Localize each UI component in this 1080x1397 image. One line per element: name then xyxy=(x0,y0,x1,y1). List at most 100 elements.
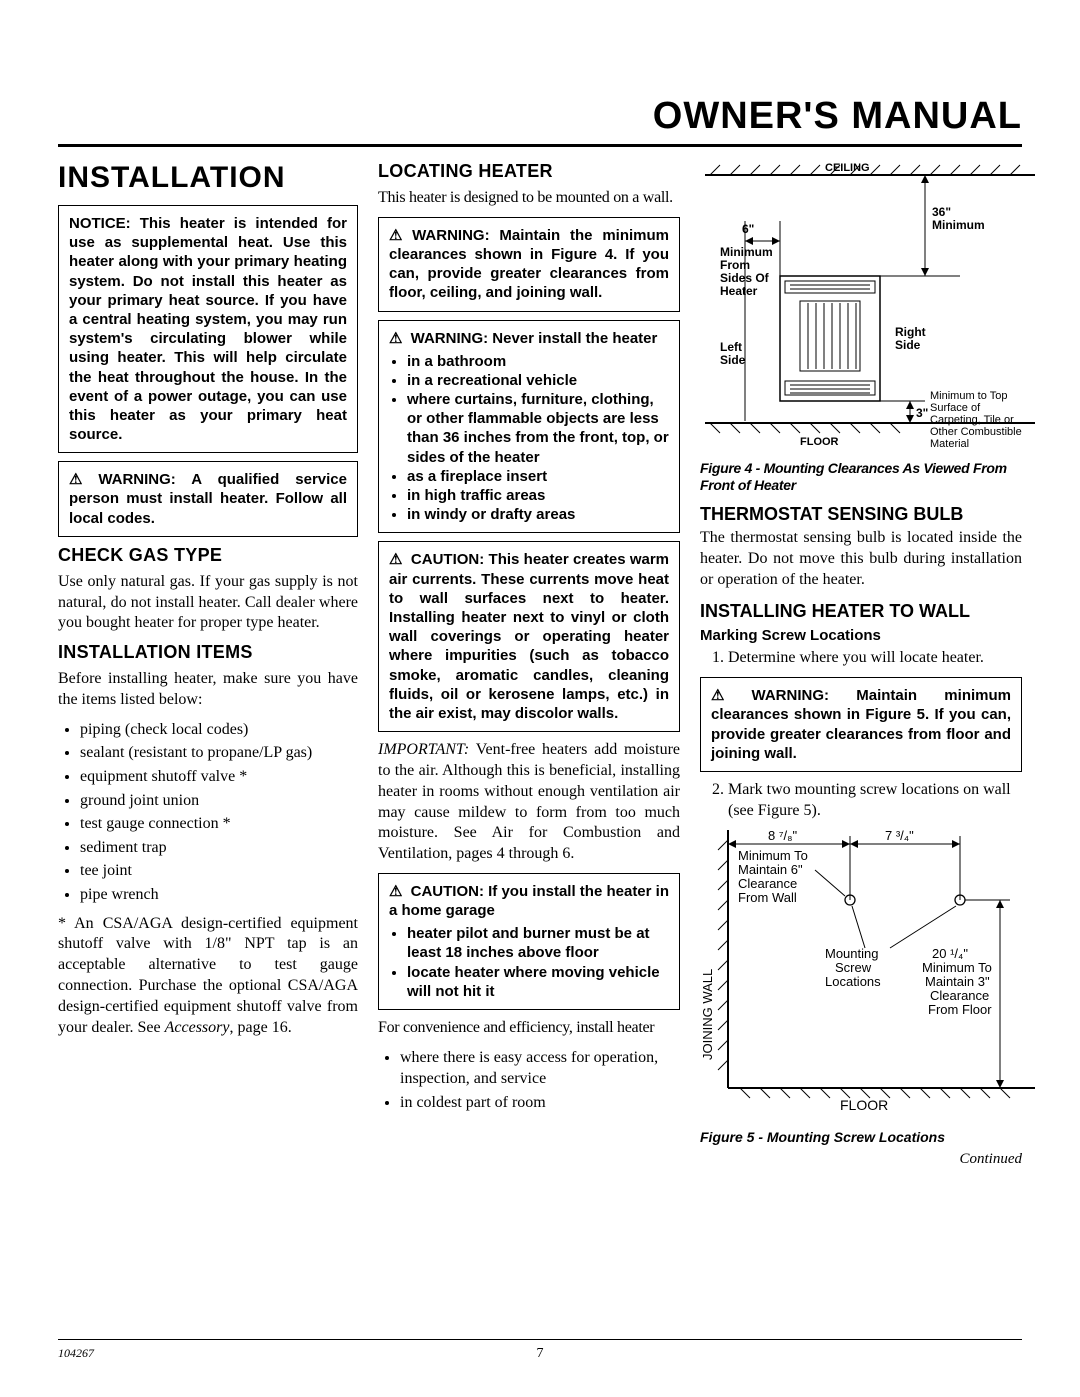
subhead-check-gas: CHECK GAS TYPE xyxy=(58,545,358,566)
figure-5: JOINING WALL FLOOR 8 ⁷/₈" 7 ³/₄" xyxy=(700,830,1040,1120)
list-item: sealant (resistant to propane/LP gas) xyxy=(80,742,358,764)
list-item: in windy or drafty areas xyxy=(407,505,669,524)
svg-text:Screw: Screw xyxy=(835,960,872,975)
list-item: pipe wrench xyxy=(80,884,358,906)
svg-text:CEILING: CEILING xyxy=(825,162,870,174)
caution-garage: ⚠ CAUTION: If you install the heater in … xyxy=(378,873,680,1010)
svg-text:Left: Left xyxy=(720,340,742,354)
convenience-list: where there is easy access for operation… xyxy=(378,1047,680,1114)
list-item: Mark two mounting screw locations on wal… xyxy=(728,780,1022,822)
svg-text:From Floor: From Floor xyxy=(928,1002,992,1017)
list-item: equipment shutoff valve * xyxy=(80,766,358,788)
warning-qualified: ⚠WARNING: A qualified service person mus… xyxy=(58,461,358,537)
svg-text:Minimum: Minimum xyxy=(932,218,985,232)
list-item: sediment trap xyxy=(80,837,358,859)
list-item: Determine where you will locate heater. xyxy=(728,648,1022,669)
svg-text:Other Combustible: Other Combustible xyxy=(930,426,1022,438)
install-items-list: piping (check local codes) sealant (resi… xyxy=(58,719,358,906)
figure-4-caption: Figure 4 - Mounting Clearances As Viewed… xyxy=(700,460,1022,494)
svg-text:Right: Right xyxy=(895,325,926,339)
list-item: in a bathroom xyxy=(407,352,669,371)
subhead-thermostat: THERMOSTAT SENSING BULB xyxy=(700,504,1022,525)
svg-text:Minimum To: Minimum To xyxy=(922,960,992,975)
list-item: in a recreational vehicle xyxy=(407,371,669,390)
list-item: where curtains, furniture, clothing, or … xyxy=(407,390,669,467)
subhead-install-items: INSTALLATION ITEMS xyxy=(58,642,358,663)
svg-text:Heater: Heater xyxy=(720,284,758,298)
list-item: tee joint xyxy=(80,860,358,882)
caution-text: CAUTION: This heater creates warm air cu… xyxy=(389,551,669,722)
install-footnote: * An CSA/AGA design-certified equipment … xyxy=(58,914,358,1039)
svg-text:Side: Side xyxy=(895,338,921,352)
svg-text:Minimum to Top: Minimum to Top xyxy=(930,390,1007,402)
svg-text:Clearance: Clearance xyxy=(738,876,797,891)
thermostat-body: The thermostat sensing bulb is located i… xyxy=(700,528,1022,590)
svg-text:From Wall: From Wall xyxy=(738,890,797,905)
svg-text:Carpeting, Tile or: Carpeting, Tile or xyxy=(930,414,1014,426)
list-item: ground joint union xyxy=(80,790,358,812)
list-item: where there is easy access for operation… xyxy=(400,1047,680,1090)
page-footer: 104267 7 xyxy=(58,1339,1022,1361)
svg-text:FLOOR: FLOOR xyxy=(840,1097,888,1113)
important-lead: IMPORTANT: xyxy=(378,741,469,758)
page-number: 7 xyxy=(537,1346,544,1362)
svg-text:Mounting: Mounting xyxy=(825,946,878,961)
svg-text:36": 36" xyxy=(932,205,951,219)
column-3: CEILING FLOOR xyxy=(700,161,1022,1168)
svg-text:Sides Of: Sides Of xyxy=(720,271,770,285)
warning-icon: ⚠ xyxy=(389,330,402,347)
warning-text: WARNING: A qualified service person must… xyxy=(69,471,347,526)
section-installation: INSTALLATION xyxy=(58,161,358,195)
list-item: locate heater where moving vehicle will … xyxy=(407,963,669,1001)
list-item: in high traffic areas xyxy=(407,486,669,505)
svg-text:6": 6" xyxy=(742,222,754,236)
svg-text:Maintain 3": Maintain 3" xyxy=(925,974,990,989)
continued-label: Continued xyxy=(700,1151,1022,1168)
convenience-intro: For convenience and efficiency, install … xyxy=(378,1018,680,1039)
check-gas-body: Use only natural gas. If your gas supply… xyxy=(58,572,358,634)
warning-icon: ⚠ xyxy=(69,471,94,488)
svg-text:Maintain 6": Maintain 6" xyxy=(738,862,803,877)
warning-text: WARNING: Maintain minimum clearances sho… xyxy=(711,687,1011,762)
svg-text:From: From xyxy=(720,258,750,272)
column-2: LOCATING HEATER This heater is designed … xyxy=(378,161,680,1168)
svg-text:3": 3" xyxy=(916,406,928,420)
install-items-intro: Before installing heater, make sure you … xyxy=(58,669,358,711)
notice-box: NOTICE: This heater is intended for use … xyxy=(58,205,358,453)
important-body: IMPORTANT: Vent-free heaters add moistur… xyxy=(378,740,680,865)
warning-fig5: ⚠WARNING: Maintain minimum clearances sh… xyxy=(700,677,1022,772)
svg-text:20 ¹/₄": 20 ¹/₄" xyxy=(932,946,968,961)
marking-ol-2: Mark two mounting screw locations on wal… xyxy=(700,780,1022,822)
caution-head: CAUTION: If you install the heater in a … xyxy=(389,883,669,919)
column-1: INSTALLATION NOTICE: This heater is inte… xyxy=(58,161,358,1168)
warning-never-install: ⚠ WARNING: Never install the heater in a… xyxy=(378,320,680,534)
list-item: in coldest part of room xyxy=(400,1092,680,1114)
subsub-marking: Marking Screw Locations xyxy=(700,627,1022,644)
svg-text:FLOOR: FLOOR xyxy=(800,436,839,448)
svg-text:7 ³/₄": 7 ³/₄" xyxy=(885,830,914,843)
svg-text:Side: Side xyxy=(720,353,746,367)
subhead-locating: LOCATING HEATER xyxy=(378,161,680,182)
marking-ol-1: Determine where you will locate heater. xyxy=(700,648,1022,669)
warning-head: WARNING: Never install the heater xyxy=(411,330,658,347)
caution-air-currents: ⚠ CAUTION: This heater creates warm air … xyxy=(378,541,680,732)
svg-text:Material: Material xyxy=(930,438,969,450)
list-item: piping (check local codes) xyxy=(80,719,358,741)
figure-5-caption: Figure 5 - Mounting Screw Locations xyxy=(700,1129,1022,1146)
warning-icon: ⚠ xyxy=(711,687,748,704)
page-title: OWNER'S MANUAL xyxy=(58,95,1022,147)
svg-text:Minimum: Minimum xyxy=(720,245,773,259)
svg-text:Locations: Locations xyxy=(825,974,881,989)
svg-text:Surface of: Surface of xyxy=(930,402,981,414)
warning-clearance-fig4: ⚠WARNING: Maintain the minimum clearance… xyxy=(378,217,680,312)
list-item: heater pilot and burner must be at least… xyxy=(407,924,669,962)
warning-icon: ⚠ xyxy=(389,227,408,244)
list-item: test gauge connection * xyxy=(80,813,358,835)
warning-icon: ⚠ xyxy=(389,551,403,568)
locating-body: This heater is designed to be mounted on… xyxy=(378,188,680,209)
svg-text:Clearance: Clearance xyxy=(930,988,989,1003)
subhead-install-wall: INSTALLING HEATER TO WALL xyxy=(700,601,1022,622)
warning-icon: ⚠ xyxy=(389,883,402,900)
warning-text: WARNING: Maintain the minimum clearances… xyxy=(389,227,669,302)
svg-text:JOINING WALL: JOINING WALL xyxy=(700,968,715,1059)
